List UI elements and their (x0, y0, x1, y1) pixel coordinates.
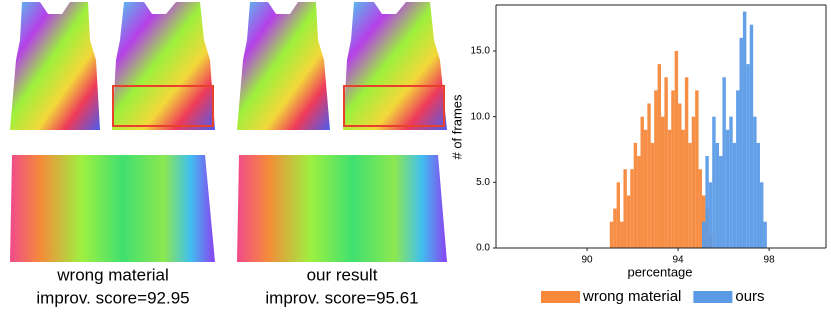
panel-score: improv. score=92.95 (36, 288, 189, 307)
bar (613, 208, 617, 248)
bar (732, 142, 737, 248)
bar (719, 156, 723, 248)
bar (671, 90, 675, 248)
bar (715, 142, 720, 248)
x-axis-label: percentage (627, 264, 692, 279)
bar (650, 142, 655, 248)
legend-label: ours (735, 288, 764, 305)
bar (678, 103, 682, 248)
legend-swatch (541, 291, 580, 303)
bar (674, 50, 679, 248)
panel-score: improv. score=95.61 (265, 288, 418, 307)
crop-image (10, 155, 215, 262)
bar (746, 64, 750, 248)
bar (681, 129, 685, 248)
bar (756, 142, 760, 248)
bar (722, 77, 726, 248)
panel-title: our result (307, 265, 378, 284)
bar (609, 221, 614, 248)
dress-image (237, 2, 330, 130)
dress-image (10, 2, 100, 130)
bar (688, 142, 692, 248)
bar (753, 116, 757, 248)
bar (657, 64, 661, 248)
bar (712, 116, 716, 248)
bar (664, 77, 668, 248)
bar (661, 116, 665, 248)
legend-swatch (693, 291, 733, 303)
y-axis-label: # of frames (449, 94, 464, 160)
images (10, 2, 447, 262)
bar (742, 11, 747, 249)
bar (647, 103, 651, 248)
histogram: 0.0 5.0 10.0 15.0 90 94 98 wrong material ours (471, 4, 827, 305)
bar (691, 116, 696, 248)
dress-image (343, 2, 447, 130)
bar (708, 182, 713, 248)
bar (630, 169, 634, 248)
highlight-box (112, 85, 214, 127)
bar (626, 195, 631, 248)
bar (725, 129, 730, 248)
bar (616, 182, 621, 248)
bar (749, 24, 754, 249)
bar (633, 142, 638, 248)
panel-title: wrong material (56, 265, 169, 284)
bar (684, 77, 689, 248)
legend-label: wrong material (582, 288, 681, 305)
bar (643, 129, 648, 248)
bar (654, 90, 658, 248)
bar (739, 37, 743, 249)
bar (640, 116, 644, 248)
y-tick-label: 10.0 (471, 111, 491, 122)
x-tick-label: 98 (764, 255, 776, 266)
x-tick-label: 90 (581, 255, 593, 266)
bar (701, 221, 706, 248)
x-tick-label: 94 (673, 255, 685, 266)
highlight-box (343, 85, 445, 127)
dress-image (112, 2, 215, 130)
bar (705, 156, 709, 248)
y-tick-label: 0.0 (476, 243, 490, 254)
bar (729, 116, 733, 248)
bar (667, 129, 672, 248)
bar (698, 169, 702, 248)
crop-image (237, 155, 447, 262)
y-tick-label: 5.0 (476, 177, 490, 188)
bar (620, 221, 624, 248)
bar (760, 182, 764, 248)
bar (695, 90, 699, 248)
bar (623, 169, 627, 248)
bar (637, 156, 641, 248)
y-tick-label: 15.0 (471, 46, 491, 57)
bar (736, 90, 740, 248)
bar (763, 221, 767, 248)
